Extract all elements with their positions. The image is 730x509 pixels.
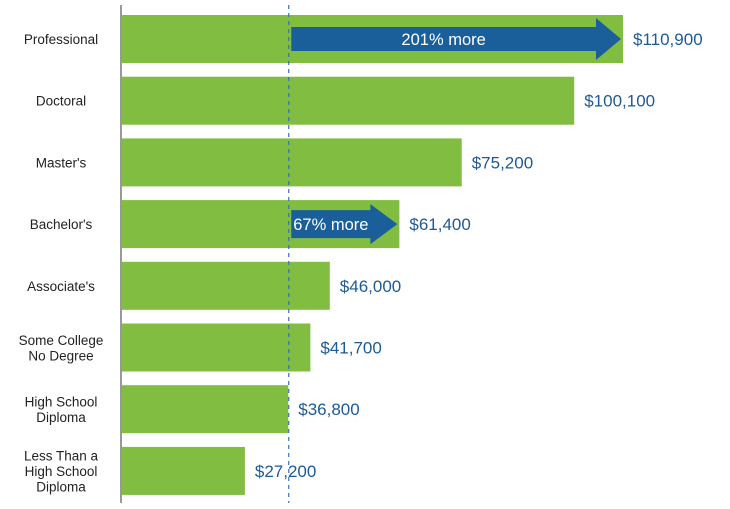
category-label: Bachelor's (30, 217, 93, 232)
bar (122, 261, 330, 310)
annotation-label: 67% more (293, 216, 368, 234)
category-label: High School (25, 394, 98, 409)
bar (122, 138, 462, 187)
annotation-label: 201% more (401, 31, 485, 49)
category-label: Diploma (36, 410, 86, 425)
bar (122, 323, 311, 372)
data-label: $36,800 (298, 400, 359, 419)
category-label: Less Than a (24, 448, 99, 463)
data-label: $41,700 (320, 339, 381, 358)
arrow-annotation (291, 18, 621, 60)
category-label: Associate's (27, 279, 95, 294)
data-label: $46,000 (340, 277, 401, 296)
category-label: Doctoral (36, 94, 86, 109)
category-label: Master's (36, 155, 87, 170)
data-label: $75,200 (472, 153, 533, 172)
annotations: 201% more 67% more (291, 18, 621, 245)
category-label: High School (25, 464, 98, 479)
bar (122, 385, 289, 434)
labels: $110,900 Professional $100,100 Doctoral $75,… (19, 30, 703, 494)
data-label: $27,200 (255, 462, 316, 481)
category-label: Professional (24, 32, 98, 47)
category-label: Some College (19, 333, 104, 348)
arrow-annotation (291, 204, 398, 245)
bar (122, 76, 575, 125)
category-label: No Degree (28, 348, 93, 363)
data-label: $100,100 (584, 92, 655, 111)
bars (122, 15, 623, 495)
data-label: $110,900 (633, 30, 703, 49)
category-label: Diploma (36, 479, 86, 494)
bar (122, 446, 245, 495)
data-label: $61,400 (409, 215, 470, 234)
